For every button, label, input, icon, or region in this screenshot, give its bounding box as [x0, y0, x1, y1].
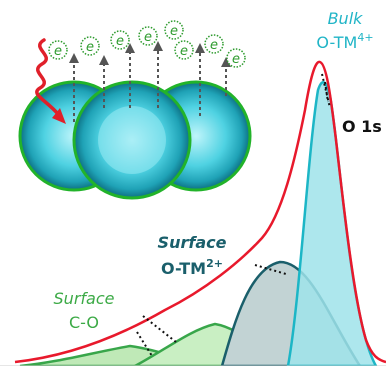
electron-symbol: e [144, 30, 152, 45]
leader-o1s [321, 73, 331, 109]
surface-tm-species-sup: 2+ [206, 257, 223, 270]
surface-co-title: Surface [54, 289, 115, 308]
electron-icon: e [80, 36, 100, 56]
leader-bulk [324, 81, 329, 103]
photon-arrowhead-icon [52, 108, 66, 124]
surface-co-species-label: C-O [69, 313, 99, 332]
electron-icon: e [110, 30, 130, 50]
particle-center-highlight [98, 106, 166, 174]
surface-tm-species-base: O-TM [161, 259, 206, 278]
bulk-species-sup: 4+ [357, 31, 373, 44]
electron-symbol: e [232, 52, 240, 67]
electron-symbol: e [54, 44, 62, 59]
electron-symbol: e [170, 24, 178, 39]
electron-icon: e [204, 34, 224, 54]
electron-symbol: e [180, 44, 188, 59]
electron-icon: e [164, 20, 184, 40]
electron-symbol: e [116, 34, 124, 49]
leader-surface-co-a [142, 315, 177, 343]
particle-cluster [18, 80, 252, 200]
surface-tm-title: Surface [158, 233, 227, 252]
bulk-species-base: O-TM [316, 33, 357, 52]
photon-icon [35, 38, 60, 116]
electron-icon: e [226, 48, 246, 68]
electron-icon: e [48, 40, 68, 60]
envelope-curve [14, 60, 386, 364]
electron-icon: e [138, 26, 158, 46]
electron-symbol: e [210, 38, 218, 53]
leader-surface-tm [254, 264, 287, 275]
electron-group: e e e e e e e e [48, 20, 246, 68]
surface-tm-species-label: O-TM2+ [161, 257, 223, 278]
bulk-label: Bulk [328, 9, 364, 28]
electron-symbol: e [86, 40, 94, 55]
bulk-species-label: O-TM4+ [316, 31, 373, 52]
emission-arrows [69, 41, 231, 122]
electron-icon: e [174, 40, 194, 60]
o1s-label: O 1s [342, 117, 382, 136]
